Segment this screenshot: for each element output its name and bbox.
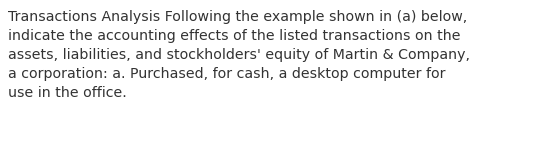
Text: Transactions Analysis Following the example shown in (a) below,
indicate the acc: Transactions Analysis Following the exam… (8, 10, 470, 100)
